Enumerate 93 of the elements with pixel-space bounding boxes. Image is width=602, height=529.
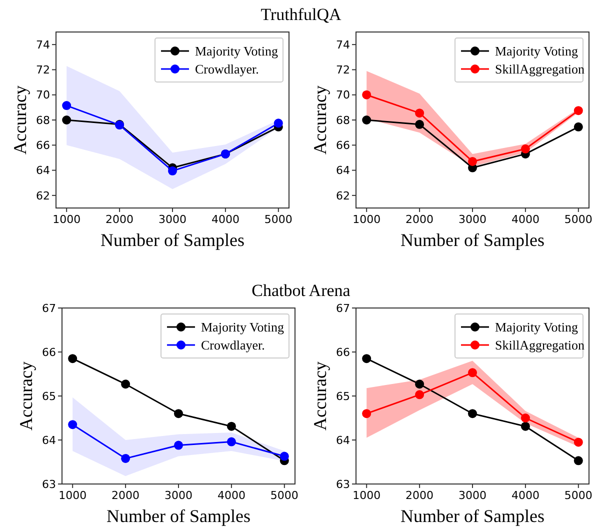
y-tick-label: 62 — [336, 189, 350, 202]
y-tick-label: 72 — [336, 64, 350, 77]
point — [574, 456, 583, 466]
point — [68, 420, 78, 430]
x-tick-label: 3000 — [164, 489, 192, 502]
y-tick-label: 65 — [336, 390, 350, 403]
x-axis-title: Number of Samples — [400, 230, 544, 250]
legend-label: Majority Voting — [495, 44, 578, 59]
x-tick-label: 5000 — [564, 489, 592, 502]
legend-label: SkillAggregation — [495, 338, 586, 353]
x-tick-label: 4000 — [511, 489, 540, 502]
point — [62, 101, 72, 110]
y-tick-label: 66 — [336, 138, 350, 152]
y-tick-label: 66 — [42, 346, 56, 359]
x-tick-label: 4000 — [511, 213, 540, 226]
x-tick-label: 2000 — [406, 213, 434, 226]
point — [520, 422, 530, 431]
chart-title: Chatbot Arena — [252, 281, 351, 300]
y-tick-label: 64 — [42, 434, 56, 447]
chart-title: TruthfulQA — [260, 5, 342, 24]
x-tick-label: 5000 — [264, 213, 292, 226]
y-tick-label: 68 — [336, 114, 350, 127]
x-tick-label: 3000 — [458, 489, 486, 502]
y-axis-title: Accuracy — [310, 362, 330, 430]
legend-label: Majority Voting — [495, 320, 578, 335]
y-tick-label: 63 — [42, 478, 56, 491]
x-tick-label: 1000 — [52, 213, 81, 226]
y-tick-label: 62 — [36, 189, 50, 202]
y-tick-label: 74 — [336, 38, 350, 52]
y-axis-title: Accuracy — [16, 362, 36, 430]
x-tick-label: 4000 — [217, 489, 246, 502]
point — [226, 422, 236, 431]
legend-label: Crowdlayer. — [195, 62, 259, 77]
y-tick-label: 70 — [36, 88, 50, 102]
point — [574, 106, 583, 116]
point — [415, 120, 424, 129]
point — [226, 437, 236, 446]
x-tick-label: 5000 — [564, 213, 592, 226]
point — [574, 438, 583, 447]
y-tick-label: 74 — [36, 38, 50, 52]
point — [174, 409, 183, 418]
point — [362, 116, 372, 124]
y-tick-label: 64 — [336, 434, 350, 447]
y-tick-label: 64 — [336, 164, 350, 178]
y-tick-label: 66 — [36, 138, 50, 152]
x-tick-label: 1000 — [352, 489, 381, 502]
point — [362, 409, 372, 418]
point — [62, 116, 72, 124]
point — [168, 166, 177, 176]
legend-label: Crowdlayer. — [201, 338, 265, 353]
point — [68, 354, 78, 364]
x-axis-title: Number of Samples — [100, 230, 244, 250]
x-tick-label: 5000 — [270, 489, 298, 502]
point — [121, 380, 130, 389]
x-axis-title: Number of Samples — [106, 506, 250, 526]
x-tick-label: 1000 — [58, 489, 87, 502]
x-axis-title: Number of Samples — [400, 506, 544, 526]
x-tick-label: 2000 — [112, 489, 140, 502]
point — [415, 108, 424, 118]
y-tick-label: 66 — [336, 346, 350, 359]
point — [362, 90, 372, 100]
point — [574, 122, 583, 132]
point — [520, 414, 530, 422]
point — [121, 454, 130, 463]
y-tick-label: 72 — [36, 64, 50, 77]
point — [274, 118, 283, 128]
point — [520, 144, 530, 154]
y-tick-label: 67 — [336, 302, 350, 315]
y-tick-label: 70 — [336, 88, 350, 102]
x-tick-label: 2000 — [406, 489, 434, 502]
y-tick-label: 67 — [42, 302, 56, 315]
x-tick-label: 2000 — [106, 213, 134, 226]
legend-label: SkillAggregation — [495, 62, 586, 77]
point — [174, 440, 183, 450]
legend-label: Majority Voting — [201, 320, 284, 335]
y-tick-label: 65 — [42, 390, 56, 403]
point — [362, 354, 372, 364]
x-tick-label: 1000 — [352, 213, 381, 226]
point — [415, 390, 424, 400]
point — [280, 452, 289, 461]
y-tick-label: 64 — [36, 164, 50, 178]
point — [468, 156, 477, 166]
point — [468, 368, 477, 378]
y-axis-title: Accuracy — [10, 86, 30, 154]
x-tick-label: 3000 — [458, 213, 486, 226]
point — [468, 409, 477, 418]
x-tick-label: 3000 — [158, 213, 186, 226]
y-axis-title: Accuracy — [310, 86, 330, 154]
legend-label: Majority Voting — [195, 44, 278, 59]
x-tick-label: 4000 — [211, 213, 240, 226]
y-tick-label: 68 — [36, 114, 50, 127]
point — [415, 380, 424, 389]
y-tick-label: 63 — [336, 478, 350, 491]
